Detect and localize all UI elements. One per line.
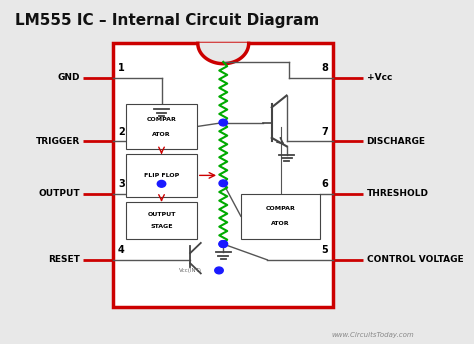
- Bar: [126, 202, 197, 239]
- Text: GND: GND: [57, 73, 80, 82]
- Text: ATOR: ATOR: [152, 131, 171, 137]
- Text: +Vcc: +Vcc: [366, 73, 392, 82]
- Text: ATOR: ATOR: [271, 221, 290, 226]
- Text: TRIGGER: TRIGGER: [36, 137, 80, 146]
- Bar: [126, 104, 197, 149]
- Polygon shape: [198, 43, 249, 64]
- Text: 4: 4: [118, 246, 125, 256]
- Text: 7: 7: [322, 127, 328, 137]
- Text: 6: 6: [322, 180, 328, 190]
- Text: COMPAR: COMPAR: [265, 206, 295, 211]
- Bar: [126, 154, 197, 196]
- Bar: [113, 43, 334, 308]
- Circle shape: [157, 181, 166, 187]
- Text: LM555 IC – Internal Circuit Diagram: LM555 IC – Internal Circuit Diagram: [16, 13, 320, 28]
- Circle shape: [219, 241, 228, 247]
- Text: OUTPUT: OUTPUT: [147, 212, 176, 217]
- Text: FLIP FLOP: FLIP FLOP: [144, 173, 179, 178]
- Text: 5: 5: [322, 246, 328, 256]
- Text: RESET: RESET: [48, 255, 80, 264]
- Circle shape: [219, 180, 228, 187]
- Text: CONTROL VOLTAGE: CONTROL VOLTAGE: [366, 255, 463, 264]
- Text: Vcc(INT): Vcc(INT): [179, 268, 201, 273]
- Text: 8: 8: [321, 63, 328, 73]
- Text: 3: 3: [118, 180, 125, 190]
- Text: 2: 2: [118, 127, 125, 137]
- Circle shape: [219, 119, 228, 126]
- Circle shape: [219, 241, 228, 247]
- Text: 1: 1: [118, 63, 125, 73]
- Circle shape: [215, 267, 223, 274]
- Text: DISCHARGE: DISCHARGE: [366, 137, 426, 146]
- Text: STAGE: STAGE: [150, 224, 173, 229]
- Text: COMPAR: COMPAR: [146, 117, 176, 121]
- Bar: [241, 194, 320, 239]
- Text: www.CircuitsToday.com: www.CircuitsToday.com: [331, 332, 414, 338]
- Text: THRESHOLD: THRESHOLD: [366, 189, 428, 198]
- Text: OUTPUT: OUTPUT: [38, 189, 80, 198]
